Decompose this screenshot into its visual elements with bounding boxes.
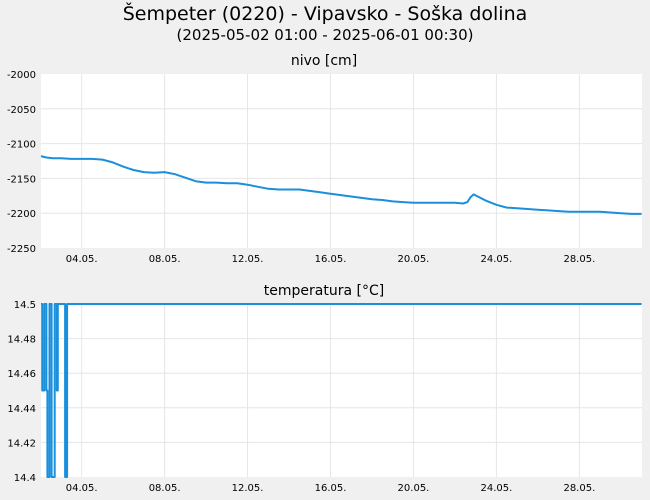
nivo-y-tick-label: -2150 — [7, 174, 36, 185]
chart-temperatura-title: temperatura [°C] — [264, 283, 384, 299]
chart-temperatura-plot-area — [41, 304, 642, 477]
nivo-x-tick-label: 04.05. — [66, 254, 98, 265]
nivo-x-tick-label: 20.05. — [398, 254, 430, 265]
temperatura-x-tick-label: 16.05. — [315, 483, 347, 494]
nivo-x-tick-label: 28.05. — [563, 254, 595, 265]
chart-nivo-plot-area — [41, 74, 642, 248]
nivo-y-tick-label: -2250 — [7, 244, 36, 255]
temperatura-y-tick-label: 14.4 — [14, 473, 36, 484]
chart-temperatura-marks: 14.5 14.48 14.46 14.44 14.42 14.4 04.05. 08.05.… — [7, 300, 642, 494]
temperatura-x-tick-label: 12.05. — [232, 483, 264, 494]
chart-nivo: nivo [cm] -2000 -2050 -2100 -2150 -2200 -2250… — [7, 53, 642, 265]
nivo-y-tick-label: -2200 — [7, 209, 36, 220]
nivo-y-tick-label: -2050 — [7, 105, 36, 116]
temperatura-x-tick-label: 20.05. — [398, 483, 430, 494]
chart-temperatura: temperatura [°C] 14.5 14.48 14.46 14.44 14.4… — [7, 283, 642, 494]
temperatura-y-tick-label: 14.44 — [7, 404, 36, 415]
nivo-y-tick-label: -2100 — [7, 140, 36, 151]
page-title: Šempeter (0220) - Vipavsko - Soška dolin… — [122, 3, 528, 25]
nivo-x-tick-label: 16.05. — [315, 254, 347, 265]
chart-nivo-marks: -2000 -2050 -2100 -2150 -2200 -2250 04.05. 08.0… — [7, 70, 642, 265]
nivo-x-tick-label: 08.05. — [149, 254, 181, 265]
page-subtitle: (2025-05-02 01:00 - 2025-06-01 00:30) — [176, 26, 474, 44]
nivo-y-tick-label: -2000 — [7, 70, 36, 81]
chart-nivo-title: nivo [cm] — [291, 53, 357, 69]
temperatura-x-tick-label: 28.05. — [563, 483, 595, 494]
temperatura-y-tick-label: 14.48 — [7, 335, 36, 346]
temperatura-series-line — [41, 303, 642, 478]
temperatura-y-tick-label: 14.42 — [7, 438, 36, 449]
temperatura-x-tick-label: 08.05. — [149, 483, 181, 494]
temperatura-x-tick-label: 24.05. — [481, 483, 513, 494]
nivo-x-tick-label: 24.05. — [481, 254, 513, 265]
temperatura-y-tick-label: 14.5 — [14, 300, 36, 311]
nivo-series-line — [40, 155, 642, 215]
temperatura-x-tick-label: 04.05. — [66, 483, 98, 494]
temperatura-y-tick-label: 14.46 — [7, 369, 36, 380]
nivo-x-tick-label: 12.05. — [232, 254, 264, 265]
